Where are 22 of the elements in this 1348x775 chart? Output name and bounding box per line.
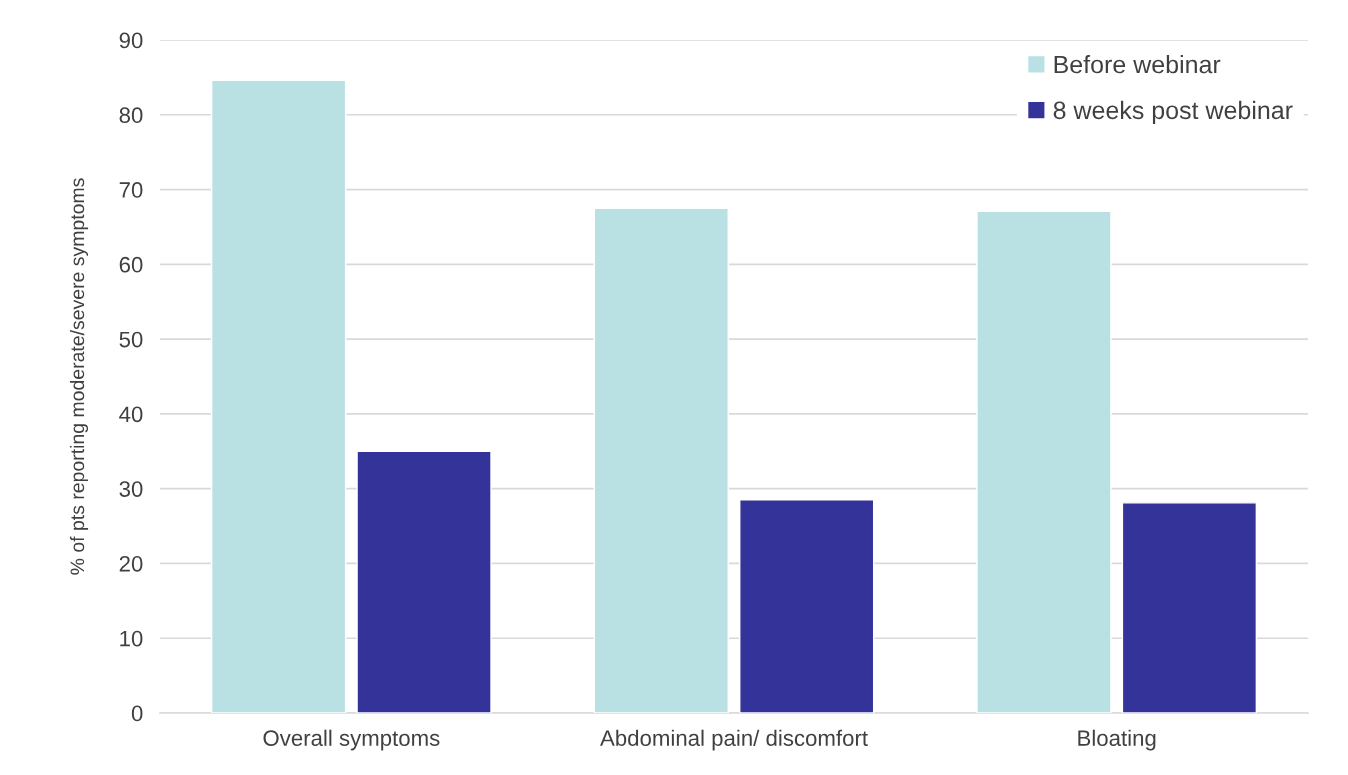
y-axis-title: % of pts reporting moderate/severe symptoms — [69, 178, 89, 575]
x-tick-label: Abdominal pain/ discomfort — [600, 729, 868, 751]
bar — [356, 450, 492, 713]
legend-label: 8 weeks post webinar — [1053, 100, 1293, 125]
y-tick-label: 60 — [119, 256, 143, 273]
y-tick-label: 90 — [119, 32, 143, 49]
bar — [976, 210, 1112, 713]
bar — [593, 207, 729, 713]
y-tick-label: 40 — [119, 406, 143, 423]
y-tick-label: 20 — [119, 555, 143, 572]
x-tick-label: Overall symptoms — [263, 729, 440, 751]
bar — [1121, 502, 1258, 713]
bar — [210, 79, 347, 713]
legend-label: Before webinar — [1054, 55, 1221, 74]
y-tick-label: 0 — [131, 705, 143, 722]
y-tick-label: 70 — [119, 182, 143, 198]
y-tick-label: 10 — [120, 630, 143, 647]
y-tick-label: 30 — [119, 481, 143, 497]
bar — [739, 499, 875, 713]
y-tick-label: 80 — [119, 107, 143, 124]
x-tick-label: Bloating — [1078, 729, 1156, 751]
y-tick-label: 50 — [119, 331, 143, 348]
